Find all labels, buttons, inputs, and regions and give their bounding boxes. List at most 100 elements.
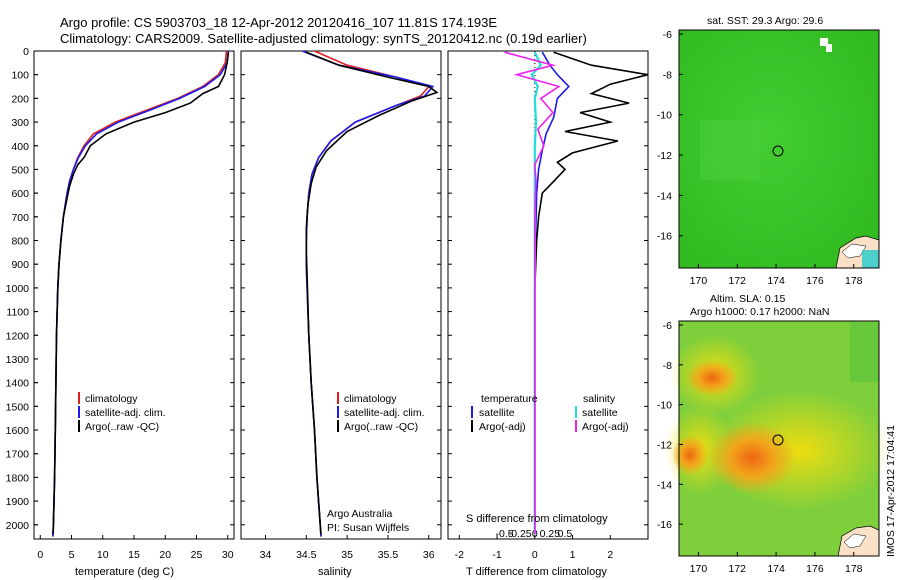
- depth-tick-label: 200: [11, 93, 29, 105]
- sla-map-title-1: Altim. SLA: 0.15: [710, 293, 785, 305]
- sla-map-frame: [678, 320, 880, 557]
- sla-map-orange-zone: [672, 435, 708, 475]
- legend-t-satellite-label: satellite: [479, 407, 515, 419]
- sla-map: Altim. SLA: 0.15 Argo h1000: 0.17 h2000:…: [665, 293, 890, 557]
- sst-map-frame: [678, 29, 880, 269]
- salinity-tick-label: 34: [260, 549, 272, 561]
- series-line-temperature-satellite: [533, 51, 570, 535]
- salinity-legend: climatology satellite-adj. clim. Argo(..…: [327, 392, 425, 534]
- sst-map: sat. SST: 29.3 Argo: 29.6: [678, 15, 880, 269]
- sla-map-argo-marker: [772, 434, 784, 446]
- legend-satellite-label: satellite-adj. clim.: [85, 407, 166, 419]
- legend-salinity-header: salinity: [583, 393, 616, 405]
- sst-lon-tick-label: 176: [806, 275, 824, 287]
- sst-lon-tick-label: 174: [767, 275, 785, 287]
- s-difference-tick-label: -0.5: [496, 528, 514, 540]
- sst-lat-tick-label: -10: [657, 110, 672, 122]
- legend-climatology-label: climatology: [85, 393, 138, 405]
- sla-map-orange-zone: [708, 422, 796, 494]
- series-line-climatology: [52, 50, 228, 537]
- sla-lon-tick-label: 178: [845, 563, 863, 575]
- depth-tick-label: 900: [11, 259, 29, 271]
- depth-tick-label: 400: [11, 141, 29, 153]
- sla-lon-tick-label: 174: [767, 563, 785, 575]
- difference-panel: -2 -1 0 1 2-0.5-0.25 0 0.250.5: [448, 50, 649, 561]
- t-difference-tick-label: -1: [492, 549, 501, 561]
- sst-lat-tick-label: -16: [657, 231, 672, 243]
- temperature-tick-label: 5: [69, 549, 75, 561]
- depth-tick-label: 1500: [6, 401, 30, 413]
- sst-lat-tick-label: -14: [657, 190, 672, 202]
- sst-lat-tick-label: -6: [663, 29, 672, 41]
- s-difference-axis-label: S difference from climatology: [466, 513, 608, 525]
- sla-map-green-zone: [850, 322, 879, 382]
- depth-tick-label: 1900: [6, 496, 30, 508]
- sst-lon-tick-label: 172: [728, 275, 746, 287]
- sla-lat-tick-label: -14: [657, 479, 672, 491]
- sst-lon-tick-label: 178: [845, 275, 863, 287]
- salinity-panel-frame: [240, 50, 442, 540]
- salinity-tick-label: 35: [341, 549, 353, 561]
- series-line-argo-raw-qc-: [305, 51, 439, 535]
- sst-map-title: sat. SST: 29.3 Argo: 29.6: [707, 15, 823, 27]
- temperature-panel: 0 5 10 15 20 25 30: [34, 50, 234, 561]
- salinity-tick-label: 34.5: [296, 549, 317, 561]
- sst-map-argo-marker: [772, 145, 784, 157]
- sla-map-orange-zone: [686, 360, 738, 396]
- series-line-argo-raw-qc-: [52, 52, 230, 535]
- salinity-axis-label: salinity: [318, 566, 352, 578]
- depth-tick-label: 1300: [6, 354, 30, 366]
- depth-tick-label: 2000: [6, 520, 30, 532]
- imos-timestamp: IMOS 17-Apr-2012 17:04:41: [885, 425, 897, 557]
- sla-lon-tick-label: 170: [690, 563, 708, 575]
- sst-lat-tick-label: -8: [663, 69, 672, 81]
- legend-temperature-header: temperature: [481, 393, 538, 405]
- temperature-tick-label: 15: [128, 549, 140, 561]
- depth-tick-label: 300: [11, 117, 29, 129]
- t-difference-tick-label: 2: [607, 549, 613, 561]
- t-difference-tick-label: 1: [570, 549, 576, 561]
- legend-s-satellite-label: satellite: [582, 407, 618, 419]
- depth-tick-label: 1800: [6, 472, 30, 484]
- difference-legend: temperature salinity satellite Argo(-adj…: [471, 393, 629, 433]
- depth-tick-label: 1400: [6, 378, 30, 390]
- sla-lat-tick-label: -10: [657, 400, 672, 412]
- depth-tick-label: 1100: [6, 307, 29, 319]
- salinity-tick-label: 36: [423, 549, 435, 561]
- sla-lat-tick-label: -8: [663, 360, 672, 372]
- sla-lat-tick-label: -6: [663, 320, 672, 332]
- temperature-tick-label: 0: [37, 549, 43, 561]
- sla-map-title-2: Argo h1000: 0.17 h2000: NaN: [690, 306, 830, 318]
- sla-lat-tick-label: -12: [657, 439, 672, 451]
- depth-tick-label: 1600: [6, 425, 30, 437]
- series-line-salinity-argo-adj-: [504, 51, 561, 535]
- depth-tick-label: 1000: [6, 283, 30, 295]
- temperature-legend: climatology satellite-adj. clim. Argo(..…: [78, 392, 166, 433]
- sst-map-coast-water: [862, 250, 879, 268]
- temperature-tick-label: 30: [222, 549, 234, 561]
- sst-map-patch: [700, 120, 760, 180]
- sst-lon-tick-label: 170: [690, 275, 708, 287]
- series-line-salinity-satellite: [530, 51, 543, 535]
- temperature-tick-label: 25: [191, 549, 203, 561]
- pi-name-label: PI: Susan Wijffels: [327, 522, 409, 534]
- series-line-temperature-argo-adj-: [533, 51, 649, 535]
- sla-map-land-detail: [843, 533, 867, 549]
- temperature-tick-label: 20: [159, 549, 171, 561]
- series-line-satellite-adj-clim-: [52, 50, 230, 537]
- t-difference-axis-label: T difference from climatology: [466, 566, 607, 578]
- depth-tick-label: 700: [11, 212, 29, 224]
- s-difference-tick-label: 0.5: [558, 528, 573, 540]
- sst-map-gap: [820, 38, 828, 46]
- sst-map-gap: [826, 44, 832, 52]
- title-line-2: Climatology: CARS2009. Satellite-adjuste…: [60, 31, 587, 46]
- t-difference-tick-label: 0: [532, 549, 538, 561]
- depth-tick-label: 0: [23, 46, 29, 58]
- depth-tick-label: 1200: [6, 330, 30, 342]
- sst-lat-tick-label: -12: [657, 150, 672, 162]
- title-line-1: Argo profile: CS 5903703_18 12-Apr-2012 …: [60, 15, 497, 30]
- map-axes: -6 -8 -10 -12 -14 -16 170 172 174 176 178 -6 -8 -10 -1…: [657, 29, 863, 575]
- legend-satellite-label: satellite-adj. clim.: [344, 407, 425, 419]
- depth-tick-label: 1700: [6, 449, 30, 461]
